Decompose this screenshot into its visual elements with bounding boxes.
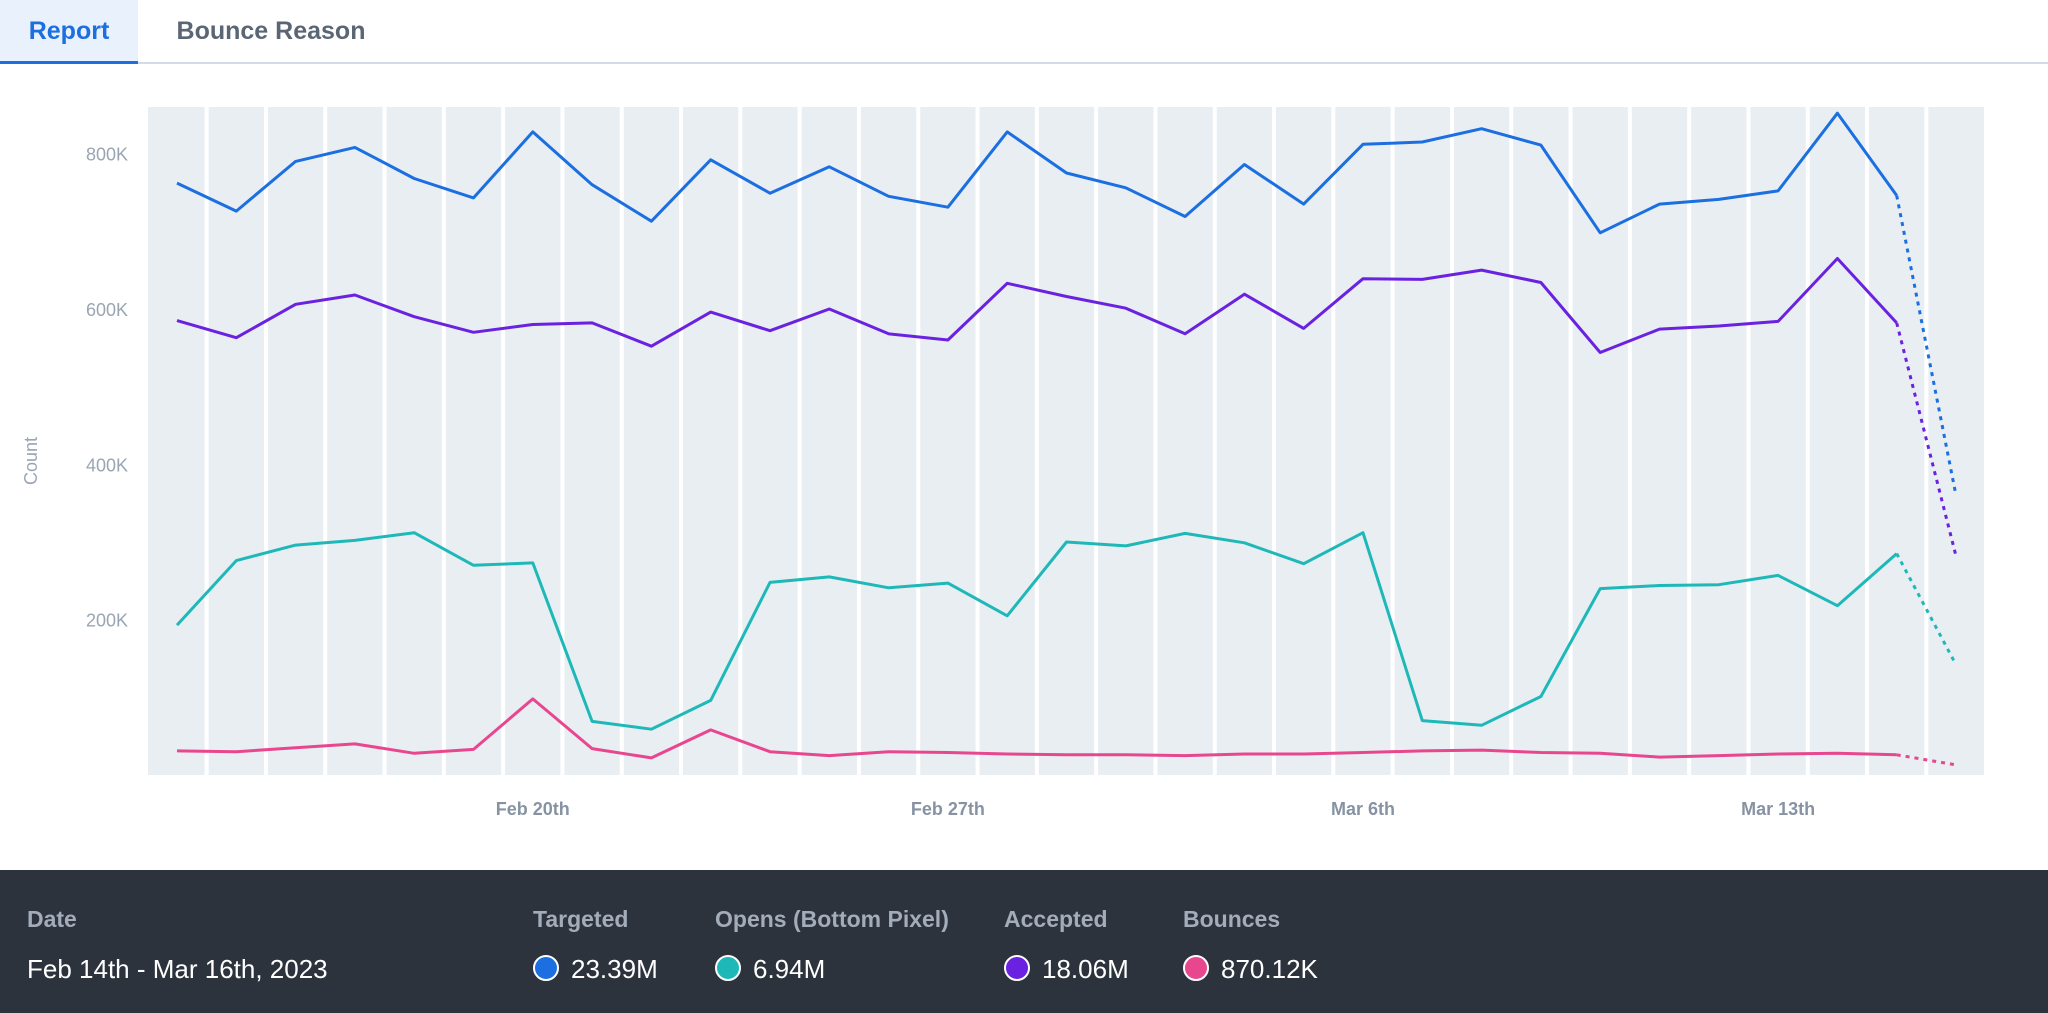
series-line-opens-bottom-pixel[interactable] (175, 531, 1898, 731)
y-tick-label: 200K (86, 611, 128, 631)
opens-legend-dot (715, 955, 741, 982)
chart-svg: 200K 400K 600K 800K Count Feb 20th Feb 27th Mar… (21, 107, 1984, 819)
series-line-accepted[interactable] (176, 257, 1898, 354)
y-axis-label: Count (21, 437, 41, 485)
tab-bounce-reason[interactable]: Bounce Reason (176, 17, 366, 45)
metric-accepted[interactable]: 18.06M (1004, 954, 1129, 984)
metric-accepted-value: 18.06M (1042, 954, 1129, 984)
x-tick-label: Feb 27th (911, 799, 985, 819)
metric-opens-label: Opens (Bottom Pixel) (715, 906, 949, 932)
date-range-value: Feb 14th - Mar 16th, 2023 (27, 954, 328, 984)
date-label: Date (27, 906, 77, 932)
y-tick-label: 800K (86, 145, 128, 165)
summary-footer: Date Feb 14th - Mar 16th, 2023 Targeted … (0, 870, 2048, 1013)
bounces-legend-dot (1183, 955, 1209, 982)
series-partial-targeted (1895, 195, 1958, 496)
tab-bar: Report Bounce Reason (0, 0, 2048, 64)
series-line-bounces[interactable] (176, 697, 1897, 760)
metric-bounces-value: 870.12K (1221, 954, 1318, 984)
series-partial-opens-bottom-pixel (1895, 552, 1958, 666)
metric-accepted-label: Accepted (1004, 906, 1108, 932)
metric-bounces[interactable]: 870.12K (1183, 954, 1318, 984)
y-tick-label: 400K (86, 455, 128, 475)
series-partial-accepted (1895, 322, 1958, 557)
x-tick-label: Mar 13th (1741, 799, 1815, 819)
x-tick-label: Feb 20th (496, 799, 570, 819)
series-line-targeted[interactable] (176, 111, 1898, 235)
metric-opens[interactable]: 6.94M (715, 954, 825, 984)
metric-targeted-label: Targeted (533, 906, 629, 932)
x-tick-label: Mar 6th (1331, 799, 1395, 819)
targeted-legend-dot (533, 955, 559, 982)
tab-report[interactable]: Report (0, 0, 138, 64)
plot-area (148, 107, 1984, 775)
y-tick-label: 600K (86, 300, 128, 320)
metric-targeted[interactable]: 23.39M (533, 954, 658, 984)
metric-opens-value: 6.94M (753, 954, 826, 984)
line-chart: 200K 400K 600K 800K Count Feb 20th Feb 27th Mar… (0, 64, 2048, 870)
metric-bounces-label: Bounces (1183, 906, 1281, 932)
metric-targeted-value: 23.39M (571, 954, 658, 984)
series-partial-bounces (1896, 753, 1957, 767)
accepted-legend-dot (1004, 955, 1030, 982)
